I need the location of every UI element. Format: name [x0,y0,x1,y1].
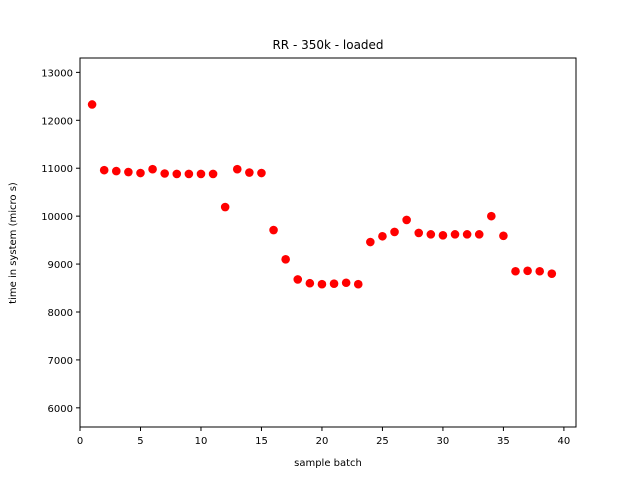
data-point [438,231,448,240]
x-tick-label: 40 [558,436,571,447]
data-point [305,278,315,288]
data-points [87,100,557,289]
data-point [196,169,206,179]
y-tick-label: 8000 [48,308,73,319]
data-point [184,169,194,179]
data-point [269,225,278,235]
data-point [232,164,242,174]
data-point [366,237,375,247]
data-point [353,279,363,289]
chart-title: RR - 350k - loaded [272,38,383,52]
data-point [378,231,387,241]
data-point [511,266,520,276]
y-tick-label: 6000 [48,404,73,415]
plot-frame [79,57,577,428]
data-point [281,254,290,264]
y-tick-label: 13000 [41,68,73,79]
data-point [99,165,109,175]
data-point [172,169,182,179]
data-point [293,275,303,284]
x-tick-label: 5 [137,436,143,447]
data-point [148,164,157,174]
y-tick-label: 7000 [48,356,73,367]
plot-area [87,100,557,289]
data-point [402,215,411,225]
x-tick-label: 20 [316,436,329,447]
data-point [487,211,496,221]
data-point [547,269,557,278]
x-tick-label: 25 [376,436,389,447]
y-tick-label: 12000 [41,116,73,127]
x-tick-label: 35 [497,436,510,447]
data-point [136,168,145,178]
data-point [450,230,460,239]
x-tick-label: 30 [437,436,450,447]
data-point [329,279,339,289]
y-tick-label: 11000 [41,164,73,175]
y-tick-label: 10000 [41,212,73,223]
data-point [390,227,399,237]
data-point [414,228,424,238]
data-point [523,266,532,276]
data-point [124,167,133,177]
data-point [426,230,436,239]
data-point [111,166,121,176]
data-point [462,230,472,239]
y-tick-label: 9000 [48,260,73,271]
data-point [160,169,169,178]
data-point [245,168,254,177]
data-point [499,231,508,241]
x-tick-label: 0 [77,436,83,447]
data-point [208,169,218,179]
data-point [257,168,266,178]
x-axis-label: sample batch [294,458,362,469]
data-point [317,279,327,289]
data-point [220,202,230,212]
x-tick-label: 10 [195,436,208,447]
y-axis-label: time in system (micro s) [8,182,19,304]
x-tick-label: 15 [255,436,268,447]
data-point [474,230,484,239]
y-axis: 6000 7000 8000 9000 10000 11000 12000 13000 [41,68,80,415]
data-point [535,266,545,276]
data-point [341,278,351,288]
x-axis: 0 5 10 15 20 25 30 35 40 [77,427,570,447]
data-point [87,100,97,109]
